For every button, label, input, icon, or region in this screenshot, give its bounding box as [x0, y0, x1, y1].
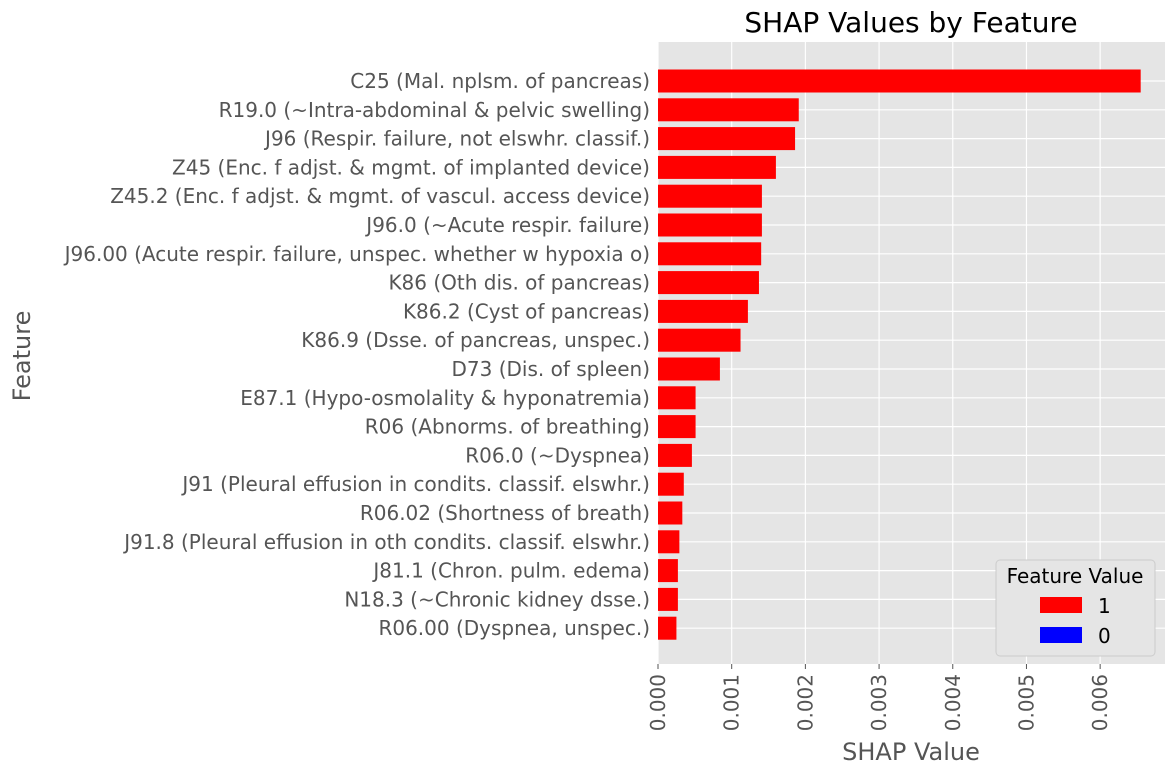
chart-title: SHAP Values by Feature [744, 6, 1077, 39]
category-label: J91.8 (Pleural effusion in oth condits. … [122, 530, 650, 554]
bar [658, 472, 684, 496]
category-label: D73 (Dis. of spleen) [452, 357, 651, 381]
category-label: J96.0 (~Acute respir. failure) [364, 213, 650, 237]
category-label: R19.0 (~Intra-abdominal & pelvic swellin… [219, 98, 650, 122]
bar [658, 415, 696, 439]
legend-swatch-0 [1040, 627, 1082, 643]
bar [658, 98, 799, 122]
category-label: K86.2 (Cyst of pancreas) [403, 299, 650, 323]
bar [658, 127, 796, 151]
x-tick-label: 0.006 [1088, 674, 1112, 731]
x-tick-label: 0.000 [646, 674, 670, 731]
x-tick-label: 0.005 [1014, 674, 1038, 731]
x-tick-label: 0.001 [720, 674, 744, 731]
category-label: K86.9 (Dsse. of pancreas, unspec.) [301, 328, 650, 352]
bar [658, 299, 748, 323]
category-label: J81.1 (Chron. pulm. edema) [371, 559, 650, 583]
y-axis-label: Feature [8, 311, 36, 402]
bar [658, 386, 696, 410]
category-label: K86 (Oth dis. of pancreas) [388, 271, 650, 295]
category-label: J91 (Pleural effusion in condits. classi… [180, 472, 650, 496]
category-label: R06.00 (Dyspnea, unspec.) [378, 616, 650, 640]
bar [658, 184, 762, 208]
x-tick-label: 0.004 [941, 674, 965, 731]
x-tick-label: 0.003 [867, 674, 891, 731]
legend-label-1: 1 [1098, 594, 1111, 618]
bar [658, 155, 776, 179]
x-axis-label: SHAP Value [842, 738, 980, 766]
legend-label-0: 0 [1098, 624, 1111, 648]
bar [658, 501, 683, 525]
bars-group [658, 69, 1141, 640]
category-label: R06.0 (~Dyspnea) [465, 443, 650, 467]
bar [658, 616, 677, 640]
legend-swatch-1 [1040, 597, 1082, 613]
bar [658, 559, 678, 583]
bar [658, 530, 680, 554]
bar [658, 242, 762, 266]
category-label: J96 (Respir. failure, not elswhr. classi… [263, 127, 650, 151]
x-tick-label: 0.002 [793, 674, 817, 731]
bar [658, 443, 692, 467]
legend: Feature Value 1 0 [995, 559, 1156, 657]
category-label: R06 (Abnorms. of breathing) [365, 415, 650, 439]
bar [658, 69, 1141, 93]
category-label: Z45 (Enc. f adjst. & mgmt. of implanted … [172, 155, 650, 179]
bar [658, 213, 762, 237]
category-label: J96.00 (Acute respir. failure, unspec. w… [63, 242, 650, 266]
bar [658, 587, 678, 611]
bar [658, 328, 741, 352]
category-label: E87.1 (Hypo-osmolality & hyponatremia) [240, 386, 650, 410]
category-label: N18.3 (~Chronic kidney dsse.) [344, 587, 650, 611]
category-labels: C25 (Mal. nplsm. of pancreas) R19.0 (~Int… [63, 69, 650, 640]
bar [658, 357, 720, 381]
bar [658, 271, 759, 295]
x-axis-ticks: 0.000 0.001 0.002 0.003 0.004 0.005 0.006 [646, 664, 1112, 731]
category-label: C25 (Mal. nplsm. of pancreas) [350, 69, 650, 93]
legend-title: Feature Value [1007, 564, 1144, 588]
category-label: Z45.2 (Enc. f adjst. & mgmt. of vascul. … [110, 184, 650, 208]
category-label: R06.02 (Shortness of breath) [360, 501, 650, 525]
